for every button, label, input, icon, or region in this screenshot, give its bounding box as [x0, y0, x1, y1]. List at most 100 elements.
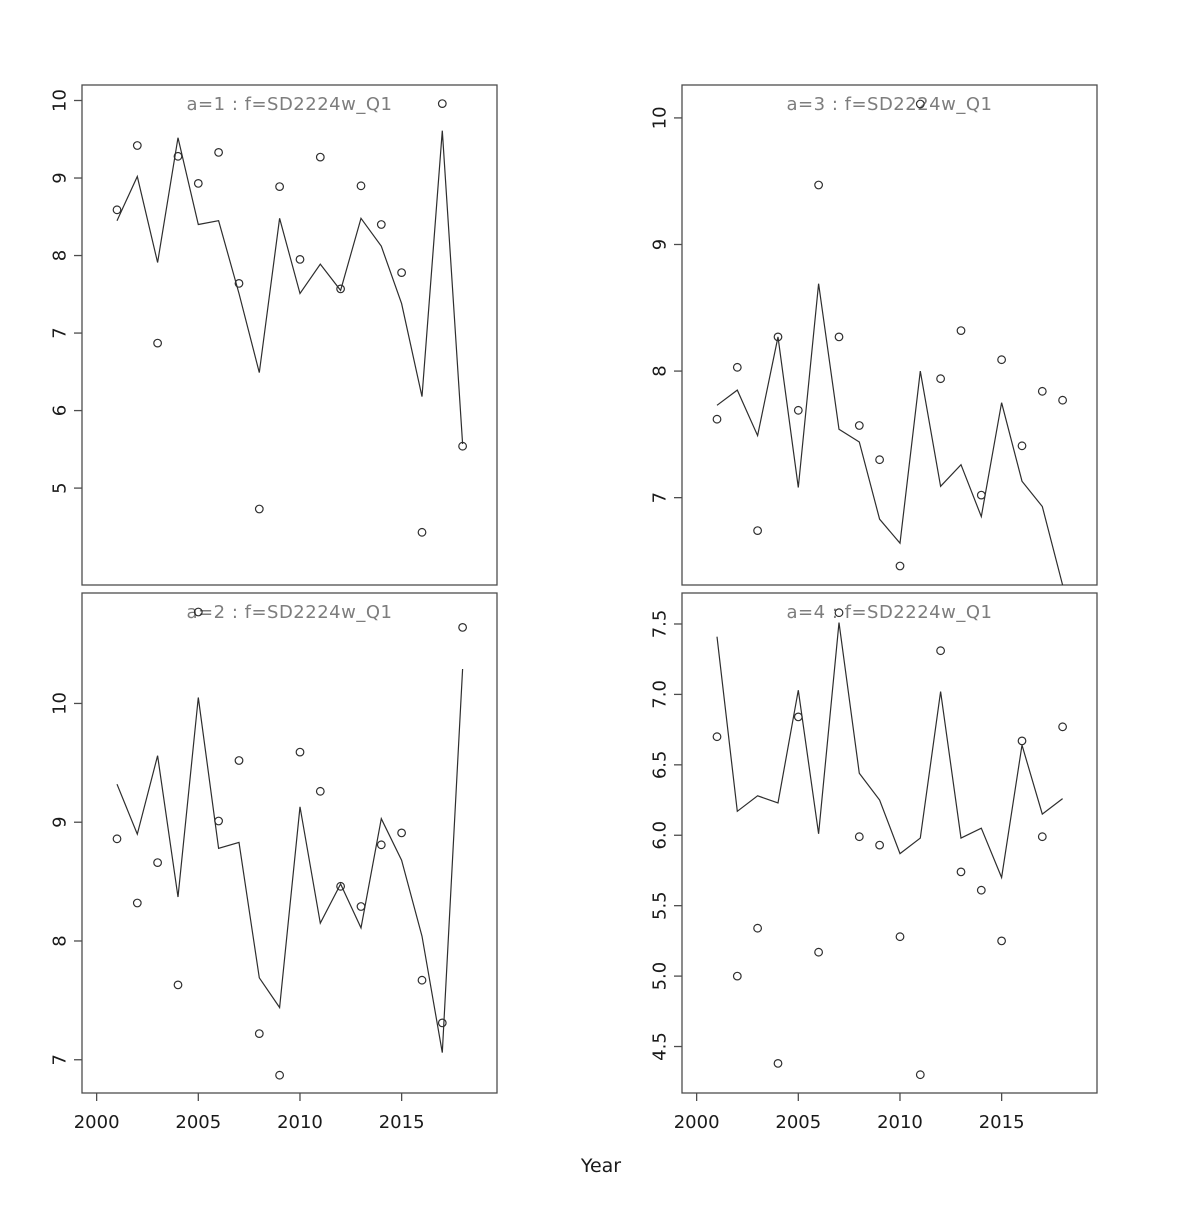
data-point — [153, 338, 163, 348]
x-tick-label: 2015 — [979, 1112, 1025, 1133]
data-point — [814, 180, 823, 190]
data-point — [1058, 395, 1067, 405]
data-point — [254, 1029, 264, 1038]
data-point — [895, 932, 905, 942]
data-point — [956, 326, 966, 336]
data-point — [854, 832, 864, 842]
y-tick-label: 5 — [49, 482, 70, 493]
data-point — [773, 332, 783, 342]
x-tick-label: 2000 — [74, 1112, 120, 1133]
data-point — [936, 374, 945, 384]
data-point — [193, 178, 203, 188]
x-tick-label: 2000 — [674, 1112, 720, 1133]
data-point — [356, 181, 366, 191]
y-tick-label: 7 — [49, 327, 70, 338]
y-tick-label: 7.5 — [649, 610, 670, 639]
data-point — [193, 607, 203, 617]
panel-a4: 4.5 5.0 5.5 6.0 6.5 7.0 7.5 2000 2005 2010 2015 a=4… — [649, 592, 1098, 1133]
y-tick-label: 7.0 — [649, 680, 670, 709]
y-tick-label: 6 — [49, 405, 70, 416]
data-point — [753, 526, 762, 535]
data-point — [295, 254, 305, 264]
data-point — [915, 1070, 925, 1080]
y-tick-label: 4.5 — [649, 1032, 670, 1061]
data-point — [315, 152, 325, 162]
data-point — [712, 414, 722, 424]
panel-a3: 7 8 9 10 a=3 : f=SD2224w_Q1 — [649, 84, 1098, 586]
data-point — [1058, 722, 1067, 732]
data-point — [275, 182, 285, 192]
fitted-line — [116, 130, 464, 444]
y-tick-label: 10 — [49, 692, 70, 715]
data-point — [437, 1018, 447, 1028]
data-point — [315, 786, 325, 796]
y-tick-label: 8 — [49, 935, 70, 946]
x-tick-label: 2010 — [877, 1112, 923, 1133]
data-point — [814, 947, 823, 957]
data-point — [336, 284, 346, 294]
y-tick-label: 6.5 — [649, 751, 670, 780]
plot-box — [681, 592, 1098, 1094]
x-tick-label: 2005 — [775, 1112, 821, 1133]
plot-box — [81, 592, 498, 1094]
data-point — [458, 623, 468, 632]
y-tick-label: 7 — [49, 1054, 70, 1065]
y-tick-label: 10 — [49, 89, 70, 112]
panel-a1: 5 6 7 8 9 10 a=1 : f=SD2224w_Q1 — [49, 84, 498, 586]
data-point — [173, 980, 183, 990]
data-point — [793, 405, 803, 415]
data-point — [895, 561, 905, 571]
data-point — [132, 141, 142, 150]
data-point — [956, 867, 966, 877]
data-point — [732, 971, 742, 981]
data-point — [153, 858, 163, 867]
data-point — [732, 362, 742, 372]
y-tick-label: 5.5 — [649, 891, 670, 920]
x-tick-label: 2005 — [175, 1112, 221, 1133]
data-point — [132, 898, 142, 908]
y-tick-label: 9 — [49, 172, 70, 183]
data-point — [437, 99, 447, 108]
fitted-line — [716, 622, 1063, 880]
plot-box — [81, 84, 498, 586]
panel-title: a=1 : f=SD2224w_Q1 — [187, 94, 393, 115]
data-point — [376, 220, 386, 229]
data-point — [1017, 736, 1027, 746]
x-tick-label: 2010 — [277, 1112, 323, 1133]
data-point — [234, 279, 244, 288]
panel-a2: 7 8 9 10 2000 2005 2010 2015 a=2 : f=SD2224w_Q1 — [49, 592, 498, 1133]
plot-box — [681, 84, 1098, 586]
panel-title: a=4 : f=SD2224w_Q1 — [787, 602, 993, 623]
fitted-line — [716, 283, 1064, 586]
data-point — [1037, 386, 1047, 396]
data-point — [458, 441, 468, 451]
y-tick-label: 8 — [49, 250, 70, 261]
data-point — [397, 268, 407, 278]
y-tick-label: 9 — [49, 816, 70, 827]
data-point — [1037, 832, 1047, 842]
y-tick-label: 9 — [649, 239, 670, 250]
y-tick-label: 8 — [649, 365, 670, 376]
data-point — [773, 1058, 783, 1068]
data-point — [417, 527, 427, 537]
data-point — [834, 332, 844, 342]
data-point — [712, 732, 722, 742]
data-point — [234, 756, 244, 765]
fitted-line — [116, 668, 464, 1053]
x-axis-title: Year — [580, 1155, 621, 1177]
data-point — [936, 646, 945, 656]
data-point — [875, 455, 884, 465]
x-tick-label: 2015 — [379, 1112, 425, 1133]
data-point — [275, 1070, 285, 1080]
data-point — [356, 902, 366, 911]
data-point — [976, 490, 986, 500]
data-point — [214, 816, 224, 826]
y-tick-label: 7 — [649, 492, 670, 503]
data-point — [834, 608, 844, 618]
data-point — [397, 828, 407, 838]
data-point — [112, 834, 122, 844]
data-point — [915, 99, 925, 109]
data-point — [173, 151, 183, 161]
data-point — [976, 885, 986, 895]
